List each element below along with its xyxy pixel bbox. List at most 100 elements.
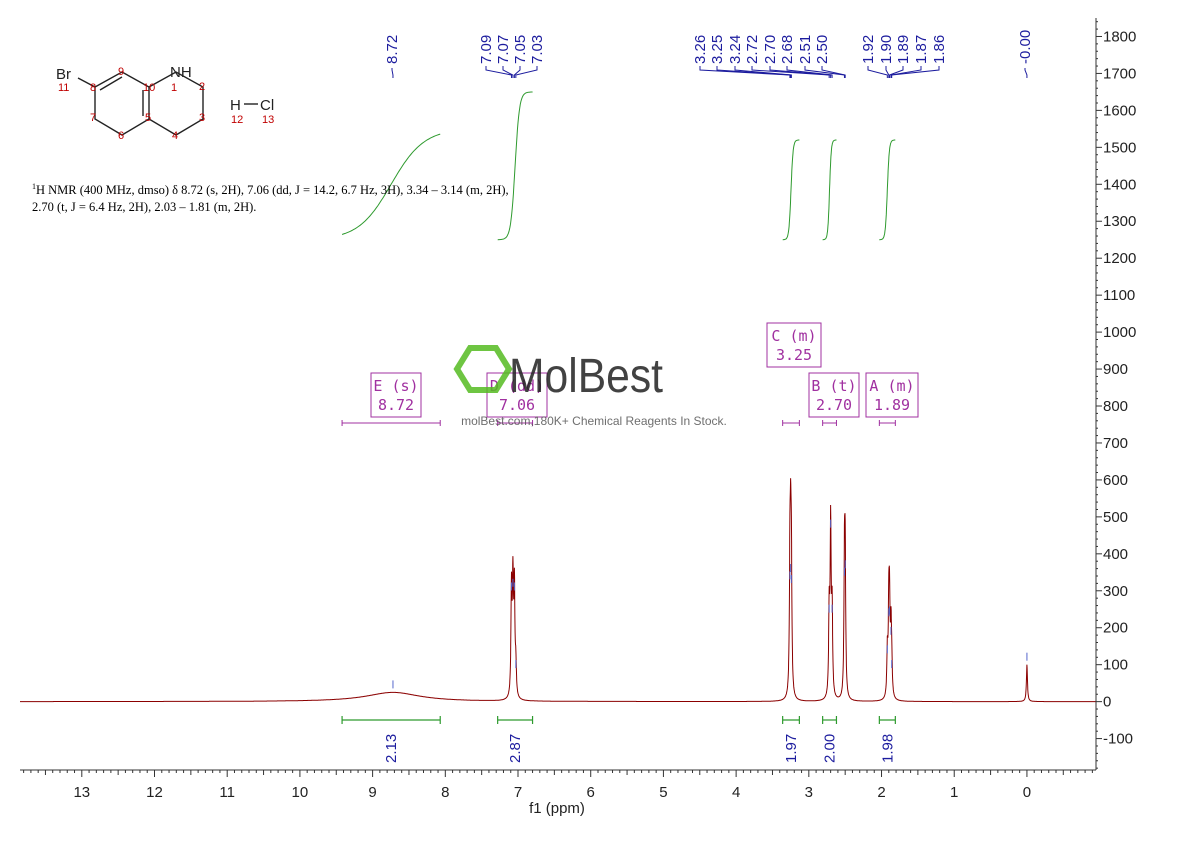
peak-label: 1.87 xyxy=(913,35,930,64)
y-tick-label: 600 xyxy=(1103,472,1128,489)
y-tick-label: 900 xyxy=(1103,361,1128,378)
peak-labels: 8.72 7.09 7.07 7.05 7.03 3.26 3.25 3.24 2.72 2.70… xyxy=(384,30,1034,78)
x-tick-label: 4 xyxy=(732,784,740,801)
molbest-logo-icon xyxy=(453,345,513,393)
peak-label: 2.72 xyxy=(744,35,761,64)
y-axis: 1800170016001500140013001200110010009008… xyxy=(1095,18,1136,770)
atom-br: Br xyxy=(56,66,71,83)
peak-label: 2.51 xyxy=(797,35,814,64)
peak-label-connector xyxy=(751,66,830,78)
y-tick-label: 300 xyxy=(1103,583,1128,600)
peak-label-connector xyxy=(891,66,940,78)
peak-label-connector xyxy=(769,66,832,78)
x-tick-label: 12 xyxy=(146,784,163,801)
y-tick-label: 500 xyxy=(1103,509,1128,526)
multiplet-shift: 1.89 xyxy=(874,396,910,414)
peak-label: 7.05 xyxy=(512,35,529,64)
atom-h: H xyxy=(230,97,241,114)
x-tick-label: 9 xyxy=(368,784,376,801)
peak-label: 3.25 xyxy=(709,35,726,64)
peak-label-connector xyxy=(786,66,833,78)
peak-label-connector xyxy=(515,66,538,78)
nmr-superscript: 1 xyxy=(32,182,36,191)
x-tick-label: 7 xyxy=(514,784,522,801)
y-tick-label: 400 xyxy=(1103,546,1128,563)
peak-label: -0.00 xyxy=(1017,30,1034,64)
multiplet-box xyxy=(370,372,422,418)
chemical-structure: Br NH H Cl 11 8 9 10 1 2 7 6 5 4 3 12 13 xyxy=(56,64,274,142)
multiplet-label: B (t) xyxy=(811,377,856,395)
peak-label-connector xyxy=(502,66,514,78)
y-tick-label: 200 xyxy=(1103,620,1128,637)
atom-cl: Cl xyxy=(260,97,274,114)
peak-label-connector xyxy=(890,66,922,78)
integration-bars: 2.13 2.87 1.97 2.00 1.98 xyxy=(341,716,896,763)
peak-label-connector xyxy=(885,66,890,78)
atom-number: 12 xyxy=(231,114,243,126)
peak-label: 1.89 xyxy=(895,35,912,64)
atom-number: 13 xyxy=(262,114,274,126)
multiplet-shift: 7.06 xyxy=(499,396,535,414)
x-tick-label: 11 xyxy=(219,784,235,801)
integral-curve xyxy=(497,91,533,241)
integral-curve xyxy=(822,139,837,241)
integral-curve xyxy=(782,139,800,241)
integration-value: 1.98 xyxy=(879,734,896,763)
atom-number: 6 xyxy=(118,130,124,142)
multiplet-shift: 2.70 xyxy=(816,396,852,414)
peak-label: 7.09 xyxy=(478,35,495,64)
peak-label: 3.26 xyxy=(692,35,709,64)
y-tick-label: 1800 xyxy=(1103,28,1136,45)
x-tick-label: 2 xyxy=(877,784,885,801)
peak-label: 2.50 xyxy=(814,35,831,64)
atom-number: 11 xyxy=(58,82,69,94)
y-tick-label: 800 xyxy=(1103,398,1128,415)
y-tick-label: 1200 xyxy=(1103,250,1136,267)
peak-label-connector xyxy=(485,66,512,78)
multiplet-label: A (m) xyxy=(869,377,914,395)
integration-value: 2.87 xyxy=(507,734,524,763)
multiplet-box xyxy=(808,372,860,418)
y-tick-label: 700 xyxy=(1103,435,1128,452)
y-tick-label: 1300 xyxy=(1103,213,1136,230)
y-tick-label: 100 xyxy=(1103,657,1128,674)
integration-value: 2.13 xyxy=(383,734,400,763)
multiplet-box xyxy=(766,322,822,368)
peak-label-connector xyxy=(513,66,521,78)
peak-label-connector xyxy=(391,68,394,78)
peak-label: 1.90 xyxy=(878,35,895,64)
peak-label: 8.72 xyxy=(384,35,401,64)
nmr-line-2: 2.70 (t, J = 6.4 Hz, 2H), 2.03 – 1.81 (m… xyxy=(32,200,257,215)
peak-label: 7.07 xyxy=(495,35,512,64)
peak-label: 7.03 xyxy=(529,35,546,64)
multiplet-box xyxy=(486,372,548,418)
atom-number: 5 xyxy=(145,112,151,124)
peak-label-connector xyxy=(1024,68,1028,78)
multiplet-box xyxy=(865,372,919,418)
x-tick-label: 3 xyxy=(805,784,813,801)
peak-label-connector xyxy=(889,66,904,78)
atom-number: 2 xyxy=(199,81,205,93)
multiplet-shift: 8.72 xyxy=(378,396,414,414)
molbest-watermark: MolBest molBest.com,180K+ Chemical Reage… xyxy=(453,345,727,428)
peak-label-connector xyxy=(867,66,888,78)
watermark-tagline: molBest.com,180K+ Chemical Reagents In S… xyxy=(461,414,727,428)
x-axis: 13 12 11 10 9 8 7 6 5 4 3 2 1 0f1 (ppm) xyxy=(20,769,1096,817)
atom-number: 4 xyxy=(172,130,178,142)
y-tick-label: 1100 xyxy=(1103,287,1135,304)
peak-label: 2.68 xyxy=(779,35,796,64)
x-tick-label: 1 xyxy=(950,784,958,801)
y-tick-label: 1000 xyxy=(1103,324,1136,341)
atom-number: 9 xyxy=(118,66,124,78)
x-tick-label: 0 xyxy=(1023,784,1031,801)
integral-curves xyxy=(341,91,896,241)
peak-label: 3.24 xyxy=(727,35,744,64)
peak-label-connector xyxy=(716,66,792,78)
peak-label-connector xyxy=(699,66,791,78)
nmr-description: 1H NMR (400 MHz, dmso) δ 8.72 (s, 2H), 7… xyxy=(32,178,632,216)
multiplet-label: E (s) xyxy=(373,377,418,395)
atom-number: 3 xyxy=(199,112,205,124)
x-tick-label: 5 xyxy=(659,784,667,801)
peak-label-connector xyxy=(804,66,845,78)
